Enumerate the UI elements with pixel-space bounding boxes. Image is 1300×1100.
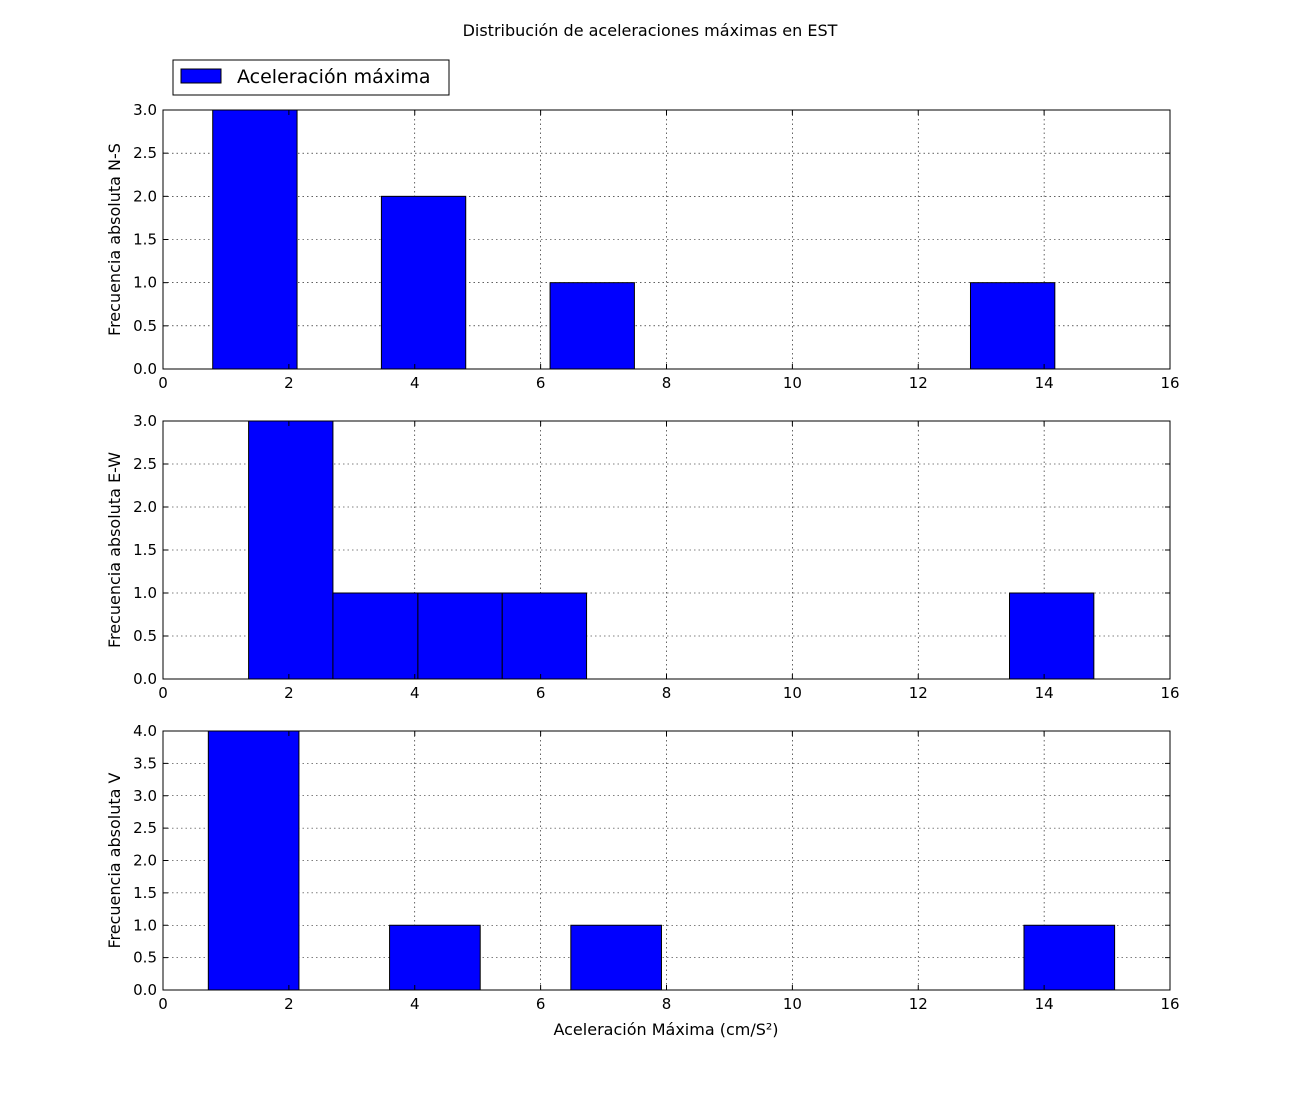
x-tick-label: 6	[536, 684, 546, 702]
x-tick-label: 8	[662, 684, 672, 702]
histogram-bar	[1009, 592, 1095, 680]
y-tick-label: 0.5	[133, 627, 157, 645]
y-tick-label: 2.5	[133, 819, 157, 837]
histogram-bar	[1023, 924, 1116, 991]
subplot-3: 0 2 4 6 8 10 12 14 16 0.0 0.5 1.0 1.5 2.0 2.5 3.0 3.5 4.0…	[105, 722, 1180, 1013]
y-tick-label: 1.0	[133, 274, 157, 292]
x-tick-label: 8	[662, 995, 672, 1013]
subplots: 0 2 4 6 8 10 12 14 16 0.0 0.5 1.0 1.5 2.0 2.5 3.0 Frecue…	[105, 101, 1180, 1013]
subplot-1: 0 2 4 6 8 10 12 14 16 0.0 0.5 1.0 1.5 2.0 2.5 3.0 Frecue…	[105, 101, 1180, 392]
histogram-bar	[570, 924, 662, 991]
x-tick-label: 4	[410, 374, 420, 392]
histogram-bar	[380, 195, 467, 370]
x-tick-label: 4	[410, 684, 420, 702]
x-tick-label: 10	[783, 995, 802, 1013]
y-tick-label: 2.5	[133, 455, 157, 473]
x-tick-label: 12	[909, 684, 928, 702]
histogram-bar	[417, 592, 503, 680]
y-tick-label: 1.5	[133, 231, 157, 249]
histogram-bar	[549, 282, 635, 370]
x-tick-label: 6	[536, 995, 546, 1013]
x-tick-label: 2	[284, 374, 294, 392]
x-tick-label: 8	[662, 374, 672, 392]
x-tick-label: 16	[1160, 684, 1179, 702]
y-tick-label: 3.0	[133, 101, 157, 119]
y-tick-label: 0.0	[133, 981, 157, 999]
y-tick-label: 2.0	[133, 187, 157, 205]
y-tick-label: 1.0	[133, 916, 157, 934]
histogram-bar	[207, 730, 300, 991]
x-tick-label: 10	[783, 374, 802, 392]
legend-swatch	[180, 68, 222, 84]
x-tick-label: 0	[158, 374, 168, 392]
histogram-bar	[389, 924, 481, 991]
x-axis-label: Aceleración Máxima (cm/S²)	[553, 1020, 778, 1039]
y-tick-label: 3.5	[133, 754, 157, 772]
y-tick-label: 1.5	[133, 884, 157, 902]
y-tick-label: 0.5	[133, 949, 157, 967]
x-tick-label: 6	[536, 374, 546, 392]
y-tick-label: 2.5	[133, 144, 157, 162]
y-tick-label: 0.5	[133, 317, 157, 335]
x-tick-label: 16	[1160, 995, 1179, 1013]
legend-label: Aceleración máxima	[237, 66, 430, 88]
subplot-2: 0 2 4 6 8 10 12 14 16 0.0 0.5 1.0 1.5 2.0 2.5 3.0 Frecue…	[105, 412, 1180, 702]
x-tick-label: 2	[284, 995, 294, 1013]
x-tick-label: 12	[909, 995, 928, 1013]
y-axis-label: Frecuencia absoluta N-S	[105, 143, 124, 336]
x-tick-label: 4	[410, 995, 420, 1013]
y-tick-label: 0.0	[133, 360, 157, 378]
x-tick-label: 10	[783, 684, 802, 702]
histogram-bar	[969, 282, 1056, 370]
y-tick-label: 3.0	[133, 412, 157, 430]
figure-title: Distribución de aceleraciones máximas en…	[463, 21, 838, 40]
y-tick-label: 2.0	[133, 852, 157, 870]
histogram-bar	[248, 420, 334, 680]
histogram-bar	[332, 592, 419, 680]
x-tick-label: 14	[1035, 374, 1054, 392]
y-tick-label: 2.0	[133, 498, 157, 516]
x-tick-label: 14	[1035, 995, 1054, 1013]
y-tick-label: 4.0	[133, 722, 157, 740]
x-tick-label: 2	[284, 684, 294, 702]
legend: Aceleración máxima	[172, 59, 450, 96]
histogram-bar	[501, 592, 588, 680]
y-axis-label: Frecuencia absoluta V	[105, 772, 124, 948]
y-tick-label: 1.0	[133, 584, 157, 602]
y-tick-label: 3.0	[133, 787, 157, 805]
x-tick-label: 12	[909, 374, 928, 392]
y-tick-label: 1.5	[133, 541, 157, 559]
x-tick-label: 16	[1160, 374, 1179, 392]
histogram-bar	[212, 109, 298, 370]
y-axis-label: Frecuencia absoluta E-W	[105, 452, 124, 648]
x-tick-label: 0	[158, 684, 168, 702]
y-tick-label: 0.0	[133, 670, 157, 688]
x-tick-label: 14	[1035, 684, 1054, 702]
x-tick-label: 0	[158, 995, 168, 1013]
